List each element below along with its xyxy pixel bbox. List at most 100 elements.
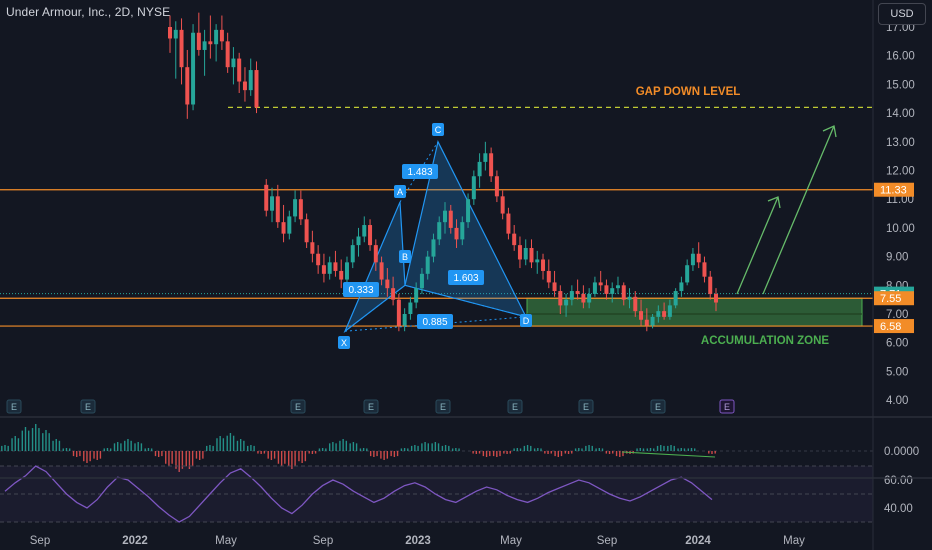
pattern-point-label: X xyxy=(341,338,347,348)
pattern-point-badge xyxy=(394,185,406,198)
candle-body xyxy=(237,58,242,82)
pattern-ratio-label: 0.333 xyxy=(348,285,373,296)
candle-body xyxy=(304,219,309,243)
candle-body xyxy=(208,41,213,45)
earnings-marker[interactable] xyxy=(435,399,451,414)
earnings-marker-label: E xyxy=(440,402,446,412)
candle-body xyxy=(702,262,707,277)
candle-body xyxy=(281,222,286,234)
time-tick-label: Sep xyxy=(597,535,617,547)
earnings-marker[interactable] xyxy=(6,399,22,414)
price-axis-label xyxy=(874,291,914,306)
price-tick-label: 15.00 xyxy=(886,79,915,91)
pattern-point-badge xyxy=(399,250,411,263)
accumulation-zone xyxy=(526,297,863,327)
candle-body xyxy=(466,199,471,223)
candle-body xyxy=(173,29,178,39)
candle-body xyxy=(564,299,569,306)
pattern-ratio-label: 1.483 xyxy=(407,167,432,178)
pattern-point-label: C xyxy=(435,125,442,135)
time-tick-label: May xyxy=(783,535,805,547)
candle-body xyxy=(270,196,275,211)
candle-body xyxy=(225,41,230,68)
rsi-tick-label: 40.00 xyxy=(884,503,913,515)
candle-body xyxy=(396,299,401,326)
pattern-point-label: B xyxy=(402,252,408,262)
candle-body xyxy=(696,253,701,263)
pattern-ratio-box xyxy=(343,282,379,297)
pattern-bd-line xyxy=(404,284,527,318)
candle-body xyxy=(512,233,517,246)
candle-body xyxy=(419,273,424,289)
candle-body xyxy=(179,29,184,68)
pattern-ratio-box xyxy=(448,270,484,285)
earnings-marker[interactable] xyxy=(650,399,666,414)
candle-body xyxy=(437,222,442,240)
candle-body xyxy=(316,253,321,266)
candle-body xyxy=(523,247,528,260)
candle-body xyxy=(310,242,315,254)
price-tick-label: 5.00 xyxy=(886,366,908,378)
earnings-marker[interactable] xyxy=(719,399,735,414)
price-tick-label: 14.00 xyxy=(886,108,915,120)
earnings-marker-label: E xyxy=(295,402,301,412)
candle-body xyxy=(293,199,298,217)
rsi-tick-label: 60.00 xyxy=(884,475,913,487)
price-tick-label: 4.00 xyxy=(886,395,908,407)
pattern-bcd xyxy=(404,140,528,318)
candle-body xyxy=(592,282,597,294)
price-axis-label-text: 11.33 xyxy=(880,185,907,197)
candle-body xyxy=(587,293,592,303)
candle-body xyxy=(219,29,224,42)
candle-body xyxy=(639,311,644,320)
projection-arrow-long xyxy=(762,125,835,295)
price-tick-label: 12.00 xyxy=(886,166,915,178)
price-axis-label-text: 6.58 xyxy=(880,321,901,333)
candle-body xyxy=(662,311,667,317)
candle-body xyxy=(569,291,574,300)
earnings-marker-label: E xyxy=(11,402,17,412)
candle-body xyxy=(264,184,269,211)
price-axis-label xyxy=(874,319,914,334)
pattern-ratio-box xyxy=(417,314,453,329)
candle-body xyxy=(202,41,207,50)
currency-button[interactable]: USD xyxy=(878,3,926,25)
candle-body xyxy=(494,176,499,197)
pattern-ratio-box xyxy=(402,164,438,179)
candle-body xyxy=(714,293,718,303)
earnings-marker[interactable] xyxy=(80,399,96,414)
earnings-marker[interactable] xyxy=(507,399,523,414)
price-axis-label-text: 7.55 xyxy=(880,293,901,305)
candle-body xyxy=(275,196,280,223)
pattern-point-label: A xyxy=(397,187,403,197)
candle-body xyxy=(408,302,413,314)
candle-body xyxy=(431,239,436,257)
candle-body xyxy=(448,210,453,228)
price-tick-label: 7.00 xyxy=(886,309,908,321)
candle-body xyxy=(425,256,430,274)
candle-body xyxy=(483,153,488,162)
price-tick-label: 6.00 xyxy=(886,338,908,350)
pattern-point-badge xyxy=(520,314,532,327)
candle-body xyxy=(287,216,292,234)
earnings-marker[interactable] xyxy=(578,399,594,414)
candle-body xyxy=(362,225,367,237)
candle-body xyxy=(644,319,649,326)
price-tick-label: 11.00 xyxy=(886,194,914,206)
earnings-marker[interactable] xyxy=(363,399,379,414)
earnings-marker-label: E xyxy=(85,402,91,412)
earnings-marker-label: E xyxy=(724,402,730,412)
candle-body xyxy=(339,270,344,280)
candle-body xyxy=(214,29,219,45)
earnings-marker[interactable] xyxy=(290,399,306,414)
candle-body xyxy=(552,282,557,292)
candle-body xyxy=(168,27,172,39)
candle-body xyxy=(685,265,690,283)
candle-body xyxy=(517,245,522,260)
earnings-marker-label: E xyxy=(512,402,518,412)
projection-arrowhead xyxy=(822,125,837,138)
candle-body xyxy=(443,210,447,223)
earnings-marker-label: E xyxy=(583,402,589,412)
time-tick-label: 2024 xyxy=(685,535,711,547)
